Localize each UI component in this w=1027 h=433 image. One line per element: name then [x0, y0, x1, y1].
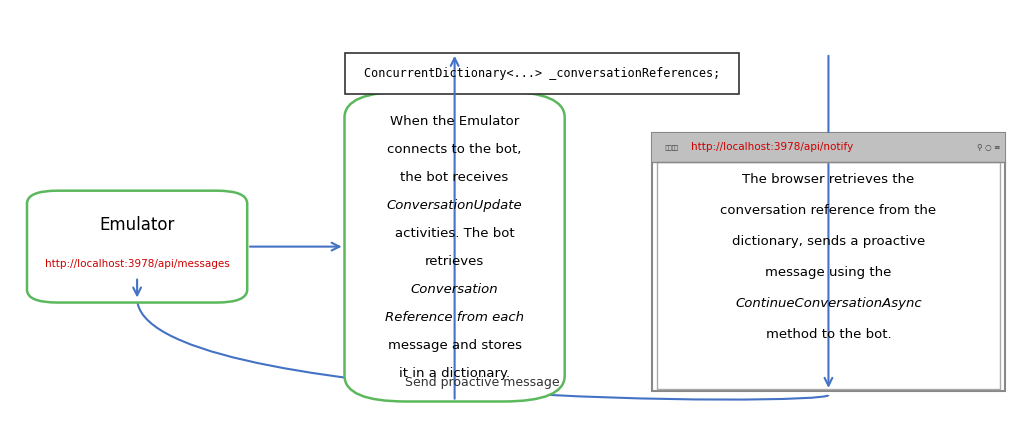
Text: retrieves: retrieves [425, 255, 485, 268]
Bar [344, 53, 738, 94]
Text: Reference from each: Reference from each [385, 311, 524, 324]
FancyBboxPatch shape [344, 92, 565, 401]
Text: ⚲ ○ ≡: ⚲ ○ ≡ [977, 143, 1000, 152]
Text: message and stores: message and stores [387, 339, 522, 352]
Text: dictionary, sends a proactive: dictionary, sends a proactive [732, 235, 925, 248]
Bar [652, 132, 1005, 162]
Text: ConcurrentDictionary<...> _conversationReferences;: ConcurrentDictionary<...> _conversationR… [364, 67, 720, 80]
Text: Send proactive message: Send proactive message [406, 375, 560, 388]
Text: connects to the bot,: connects to the bot, [387, 143, 522, 156]
Text: message using the: message using the [765, 266, 891, 279]
FancyBboxPatch shape [27, 191, 248, 303]
Text: http://localhost:3978/api/notify: http://localhost:3978/api/notify [691, 142, 853, 152]
Text: method to the bot.: method to the bot. [766, 328, 891, 341]
Text: activities. The bot: activities. The bot [394, 227, 515, 240]
Text: it in a dictionary.: it in a dictionary. [400, 367, 510, 380]
Text: the bot receives: the bot receives [401, 171, 508, 184]
Text: Conversation: Conversation [411, 283, 498, 296]
Bar [652, 132, 1005, 391]
Text: ConversationUpdate: ConversationUpdate [387, 199, 523, 212]
Text: ◫◫: ◫◫ [664, 143, 679, 152]
Text: http://localhost:3978/api/messages: http://localhost:3978/api/messages [45, 259, 229, 269]
Text: The browser retrieves the: The browser retrieves the [743, 173, 915, 186]
Bar [657, 162, 1000, 388]
Text: conversation reference from the: conversation reference from the [720, 204, 937, 217]
Text: ContinueConversationAsync: ContinueConversationAsync [735, 297, 922, 310]
Text: Emulator: Emulator [100, 216, 175, 234]
Text: When the Emulator: When the Emulator [390, 116, 520, 129]
